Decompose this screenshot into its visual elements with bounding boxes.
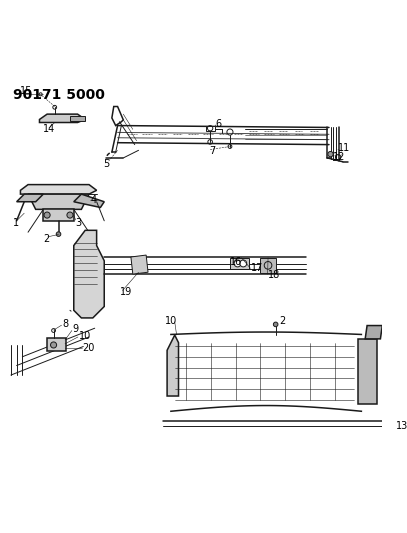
Circle shape [56, 232, 61, 237]
Polygon shape [167, 335, 179, 396]
Text: 5: 5 [103, 159, 110, 169]
Polygon shape [365, 326, 382, 339]
Text: 10: 10 [79, 331, 91, 341]
Text: 18: 18 [268, 270, 280, 280]
Polygon shape [206, 126, 215, 131]
Circle shape [234, 260, 241, 267]
Polygon shape [17, 194, 43, 202]
Circle shape [44, 212, 50, 218]
Polygon shape [131, 255, 148, 274]
Text: 6: 6 [216, 119, 222, 129]
Polygon shape [43, 209, 74, 221]
Text: 8: 8 [62, 319, 68, 329]
Circle shape [50, 342, 57, 348]
Text: 1: 1 [13, 217, 19, 228]
Polygon shape [358, 339, 376, 403]
Text: 11: 11 [338, 143, 350, 154]
Polygon shape [70, 116, 85, 120]
Text: 90171 5000: 90171 5000 [13, 88, 105, 102]
Circle shape [67, 212, 73, 218]
Text: 10: 10 [165, 316, 177, 326]
Circle shape [240, 260, 247, 267]
Text: 17: 17 [251, 263, 263, 273]
Text: 4: 4 [91, 195, 97, 205]
Circle shape [328, 151, 333, 157]
Polygon shape [74, 230, 104, 318]
Polygon shape [28, 194, 89, 209]
Text: 14: 14 [43, 124, 55, 134]
Text: 3: 3 [76, 217, 82, 228]
Polygon shape [74, 194, 104, 207]
Polygon shape [20, 184, 96, 194]
Text: 13: 13 [396, 421, 407, 431]
Polygon shape [39, 114, 85, 123]
Polygon shape [260, 258, 276, 273]
Text: 16: 16 [230, 256, 242, 266]
Text: 19: 19 [120, 287, 132, 297]
Text: 2: 2 [43, 234, 50, 244]
Text: 20: 20 [83, 343, 95, 353]
Text: 2: 2 [280, 316, 286, 326]
Text: 12: 12 [333, 152, 345, 162]
Circle shape [274, 322, 278, 327]
Polygon shape [47, 338, 66, 351]
Text: 15: 15 [20, 86, 32, 96]
Text: 7: 7 [209, 146, 215, 156]
Polygon shape [230, 258, 249, 269]
Text: 9: 9 [72, 325, 79, 334]
